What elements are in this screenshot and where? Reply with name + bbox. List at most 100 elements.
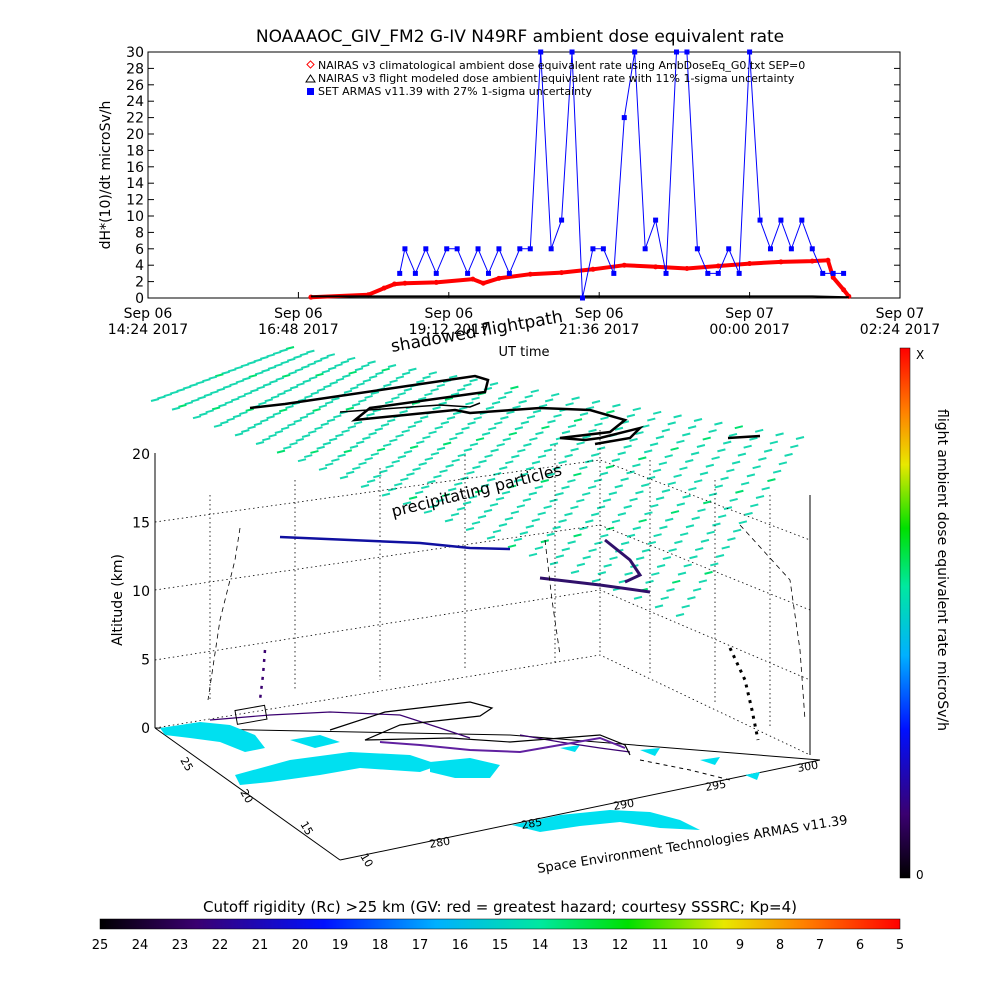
particle-mark	[623, 444, 632, 449]
particle-mark	[150, 398, 160, 402]
land-south-america	[512, 810, 700, 832]
particle-mark	[347, 425, 357, 430]
particle-mark	[417, 396, 427, 401]
particle-mark	[469, 442, 479, 447]
land-islands	[560, 745, 760, 780]
particle-mark	[682, 494, 691, 499]
particle-mark	[422, 435, 431, 440]
particle-mark	[379, 469, 388, 474]
data-point	[673, 49, 679, 55]
particle-mark	[316, 445, 325, 450]
particle-mark	[693, 418, 703, 422]
particle-mark	[310, 449, 319, 454]
particle-mark	[242, 376, 251, 381]
lon-tick-label: 295	[704, 778, 727, 794]
particle-mark	[304, 394, 313, 399]
particle-mark	[366, 479, 376, 484]
particle-mark	[626, 413, 636, 418]
particle-mark	[784, 452, 793, 457]
particle-mark	[513, 478, 523, 483]
particle-mark	[256, 385, 265, 390]
particle-mark	[326, 353, 336, 358]
particle-mark	[518, 399, 527, 404]
particle-mark	[254, 371, 264, 376]
particle-mark	[316, 387, 326, 392]
particle-mark	[565, 402, 574, 407]
particle-mark	[543, 448, 553, 453]
particle-mark	[438, 401, 447, 406]
particle-mark	[668, 548, 677, 553]
particle-mark	[403, 450, 413, 454]
particle-mark	[245, 407, 254, 412]
particle-mark	[573, 533, 582, 538]
x-tick-time: 02:24 2017	[860, 322, 940, 338]
particle-mark	[397, 391, 406, 396]
particle-mark	[507, 544, 517, 549]
particle-mark	[462, 501, 472, 505]
particle-mark	[397, 454, 407, 459]
particle-mark	[499, 466, 508, 471]
particle-mark	[688, 486, 697, 491]
particle-mark	[442, 441, 452, 446]
particle-mark	[552, 466, 561, 471]
particle-mark	[523, 442, 532, 447]
particle-mark	[391, 396, 400, 401]
particle-mark	[561, 547, 571, 552]
data-point	[433, 270, 439, 276]
series-1	[310, 295, 849, 299]
particle-mark	[243, 391, 253, 396]
particle-mark	[714, 421, 723, 426]
particle-mark	[486, 477, 496, 482]
particle-mark	[708, 429, 717, 434]
particle-mark	[752, 465, 761, 470]
particle-mark	[525, 466, 535, 471]
data-point	[621, 115, 627, 121]
particle-mark	[340, 360, 350, 364]
particle-mark	[487, 426, 497, 431]
dose-colorbar	[899, 347, 911, 879]
particle-mark	[530, 389, 540, 394]
particle-mark	[367, 360, 376, 365]
rigidity-tick-label: 14	[532, 938, 549, 953]
particle-mark	[558, 519, 567, 523]
particle-mark	[255, 441, 265, 445]
floor-flightpath-dash	[639, 759, 731, 781]
particle-mark	[655, 435, 665, 440]
particle-mark	[723, 506, 733, 511]
particle-mark	[283, 445, 292, 450]
particle-mark	[660, 596, 669, 601]
particle-mark	[237, 394, 246, 399]
particle-mark	[358, 398, 367, 403]
particle-mark	[235, 379, 245, 384]
particle-mark	[477, 514, 487, 519]
data-point	[454, 246, 460, 252]
particle-mark	[387, 364, 397, 368]
particle-mark	[538, 403, 548, 408]
particle-mark	[467, 421, 476, 426]
particle-mark	[600, 416, 609, 421]
particle-mark	[455, 431, 464, 436]
data-point	[809, 258, 815, 264]
rigidity-colorbar	[99, 918, 901, 930]
data-point	[694, 246, 700, 252]
particle-mark	[213, 423, 223, 428]
particle-mark	[343, 449, 353, 454]
particle-mark	[532, 409, 542, 414]
y-tick-label: 8	[135, 225, 144, 241]
particle-mark	[692, 587, 702, 592]
x-tick-day: Sep 06	[575, 306, 624, 322]
particle-mark	[353, 420, 363, 425]
rigidity-tick-label: 20	[292, 938, 309, 953]
particle-mark	[385, 464, 394, 469]
particle-mark	[289, 441, 298, 446]
particle-mark	[389, 379, 398, 384]
particle-mark	[361, 363, 370, 368]
rigidity-tick-label: 23	[172, 938, 189, 953]
lat-tick-label: 15	[297, 819, 315, 838]
particle-mark	[570, 447, 579, 452]
particle-mark	[590, 452, 600, 457]
particle-mark	[416, 379, 425, 384]
particle-mark	[658, 461, 668, 466]
